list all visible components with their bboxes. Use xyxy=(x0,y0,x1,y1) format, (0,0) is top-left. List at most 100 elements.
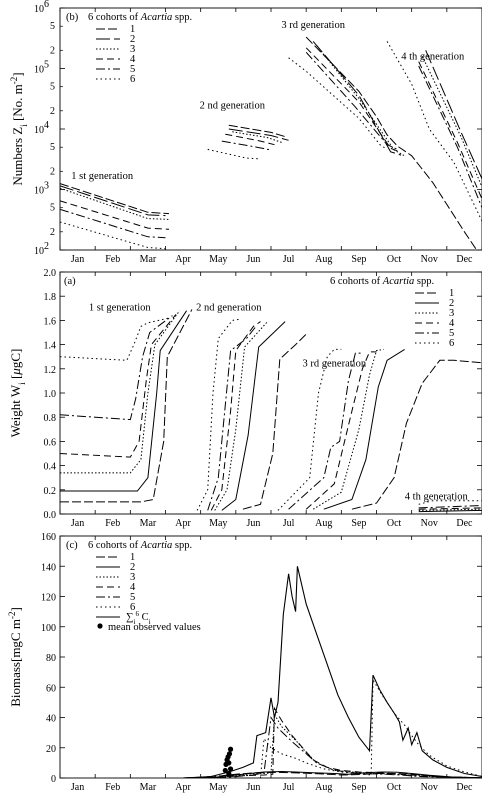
biomass-legend-observed-label: mean observed values xyxy=(108,622,201,633)
biomass-observed-point xyxy=(227,746,234,752)
biomass-y-tick-label: 100 xyxy=(41,623,56,634)
biomass-series-4-line xyxy=(183,706,482,778)
numbers-y-tick-label: 10 xyxy=(34,65,44,76)
weight-series-1-line xyxy=(60,309,193,503)
weight-legend-label-5: 5 xyxy=(449,328,454,339)
numbers-x-tick-label: Nov xyxy=(421,254,438,265)
numbers-series-group xyxy=(60,36,482,250)
numbers-series-5-line xyxy=(60,208,166,239)
weight-x-tick-label: Jan xyxy=(71,518,84,529)
biomass-legend-label-5: 5 xyxy=(130,592,135,603)
numbers-series-3-line xyxy=(232,131,282,143)
numbers-x-tick-label: Aug xyxy=(315,254,332,265)
biomass-observed-point xyxy=(227,766,234,772)
numbers-legend-label-4: 4 xyxy=(130,54,136,65)
numbers-series-2-line xyxy=(60,185,166,217)
numbers-y-tick-exponent: 3 xyxy=(44,181,49,192)
numbers-y-minor-tick-label: 5 xyxy=(50,21,55,32)
weight-y-tick-label: 1.8 xyxy=(44,292,57,303)
weight-y-tick-label: 1.2 xyxy=(44,365,57,376)
biomass-x-tick-label: Nov xyxy=(421,782,438,793)
weight-series-group xyxy=(60,309,482,513)
biomass-series-6-line xyxy=(260,677,482,778)
numbers-x-tick-label: Oct xyxy=(387,254,402,265)
biomass-observed-point xyxy=(226,760,232,766)
biomass-series-2-line xyxy=(183,770,482,778)
weight-series-4-line xyxy=(60,314,177,458)
numbers-y-axis-label: Numbers Zi [No. m-2] xyxy=(9,72,29,185)
weight-x-tick-label: Mar xyxy=(140,518,157,529)
numbers-series-1-line xyxy=(228,124,286,138)
weight-legend-title: 6 cohorts of Acartia spp. xyxy=(330,276,434,287)
numbers-series-1-line xyxy=(60,183,170,215)
biomass-legend-observed-marker xyxy=(97,623,103,629)
biomass-series-3-line xyxy=(183,712,482,778)
numbers-y-minor-tick-label: 2 xyxy=(50,227,55,238)
numbers-series-2-line xyxy=(425,50,482,180)
weight-y-axis-label: Weight Wi [μgC] xyxy=(8,349,27,438)
numbers-y-minor-tick-label: 2 xyxy=(50,45,55,56)
biomass-x-tick-label: Jun xyxy=(246,782,260,793)
numbers-legend-title: 6 cohorts of Acartia spp. xyxy=(88,12,192,23)
numbers-x-tick-label: May xyxy=(209,254,227,265)
biomass-series-sum-line xyxy=(183,566,482,778)
biomass-y-tick-label: 140 xyxy=(41,562,56,573)
biomass-legend-label-3: 3 xyxy=(130,572,135,583)
biomass-y-tick-label: 60 xyxy=(46,683,56,694)
numbers-generation-annotation: 4 th generation xyxy=(401,52,465,63)
biomass-x-tick-label: Feb xyxy=(105,782,120,793)
numbers-legend-label-5: 5 xyxy=(130,64,135,75)
numbers-x-tick-label: Mar xyxy=(140,254,157,265)
biomass-x-tick-label: Dec xyxy=(456,782,473,793)
biomass-series-1-line xyxy=(183,771,482,778)
weight-x-tick-label: Aug xyxy=(315,518,332,529)
biomass-observed-point xyxy=(222,767,228,774)
weight-y-tick-label: 2.0 xyxy=(44,268,57,279)
weight-series-1-line xyxy=(351,359,482,510)
weight-legend-label-4: 4 xyxy=(449,318,455,329)
biomass-x-tick-label: Oct xyxy=(387,782,402,793)
weight-series-2-line xyxy=(221,321,286,511)
weight-series-2-line xyxy=(323,348,405,510)
biomass-legend-label-sum: ∑i6 Ci xyxy=(126,610,151,626)
weight-generation-annotation: 2 nd generation xyxy=(196,303,262,314)
biomass-legend-title: 6 cohorts of Acartia spp. xyxy=(88,540,192,551)
numbers-y-tick-exponent: 5 xyxy=(44,60,49,71)
biomass-y-tick-label: 20 xyxy=(46,744,56,755)
weight-y-tick-label: 1.0 xyxy=(44,389,57,400)
numbers-y-minor-tick-label: 2 xyxy=(50,166,55,177)
weight-y-tick-label: 1.6 xyxy=(44,316,57,327)
numbers-y-tick-label: 10 xyxy=(34,125,44,136)
biomass-legend-label-1: 1 xyxy=(130,552,135,563)
weight-series-2-line xyxy=(418,509,482,513)
biomass-observed-point xyxy=(226,770,232,777)
biomass-panel: Jan Feb Mar Apr May Jun Jul Aug Sep Oct Nov Dec 0 20 4… xyxy=(7,532,482,793)
weight-x-tick-label: Apr xyxy=(175,518,191,529)
numbers-legend-label-2: 2 xyxy=(130,34,135,45)
numbers-series-4-line xyxy=(225,133,275,146)
numbers-panel-label: (b) xyxy=(66,12,79,23)
numbers-series-5-line xyxy=(305,51,398,150)
numbers-y-tick-exponent: 4 xyxy=(44,120,49,131)
weight-series-5-line xyxy=(418,505,482,509)
biomass-y-tick-label: 0 xyxy=(51,774,56,785)
numbers-series-2-line xyxy=(312,41,402,156)
numbers-series-6-line xyxy=(386,41,482,222)
weight-series-5-line xyxy=(60,315,173,421)
weight-series-6-line xyxy=(277,348,342,511)
weight-y-tick-label: 0.2 xyxy=(44,486,57,497)
weight-x-tick-label: Nov xyxy=(421,518,438,529)
biomass-observed-point xyxy=(226,751,233,757)
weight-y-tick-label: 0.8 xyxy=(44,413,57,424)
numbers-series-2-line xyxy=(228,128,289,141)
weight-x-tick-label: Jun xyxy=(246,518,260,529)
weight-legend-label-6: 6 xyxy=(449,338,454,349)
weight-x-tick-label: Oct xyxy=(387,518,402,529)
numbers-series-4-line xyxy=(60,200,170,230)
numbers-generation-annotation: 2 nd generation xyxy=(200,100,266,111)
numbers-y-minor-tick-label: 5 xyxy=(50,142,55,153)
weight-panel: Jan Feb Mar Apr May Jun Jul Aug Sep Oct Nov Dec 0.0 0… xyxy=(8,268,482,529)
numbers-y-tick-label: 10 xyxy=(34,4,44,15)
